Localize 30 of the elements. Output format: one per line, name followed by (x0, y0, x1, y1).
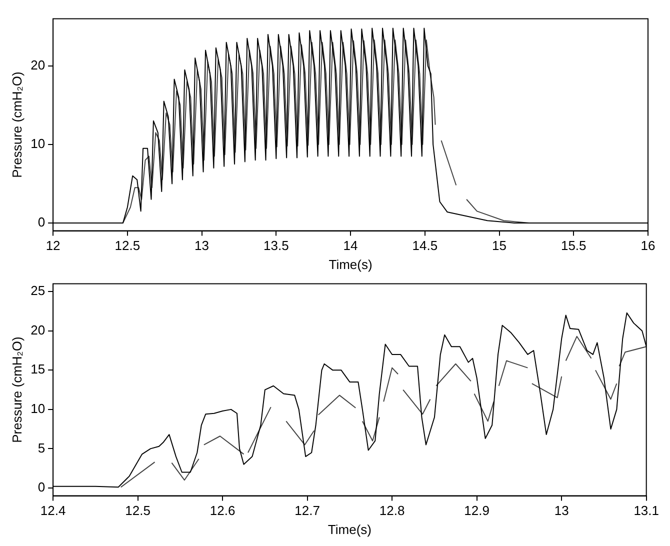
x-tick-label: 15 (492, 238, 506, 254)
x-tick-label: 12.7 (294, 503, 320, 518)
x-tick-label: 15.5 (560, 238, 586, 254)
y-tick-label: 15 (30, 362, 46, 377)
x-tick-label: 13 (194, 238, 210, 254)
x-tick-label: 14 (343, 238, 358, 254)
x-axis-title: Time(s) (328, 256, 372, 272)
y-axis-title: Pressure (cmH₂O) (9, 72, 24, 178)
x-tick-label: 12.9 (464, 503, 490, 518)
y-tick-label: 20 (30, 322, 46, 338)
x-axis-title: Time(s) (328, 522, 372, 537)
x-tick-label: 12.8 (379, 503, 405, 518)
x-tick-label: 13 (554, 503, 569, 518)
x-tick-label: 12.4 (40, 503, 66, 518)
y-tick-label: 25 (30, 283, 46, 298)
y-tick-label: 5 (38, 440, 46, 456)
x-tick-label: 12.5 (125, 503, 150, 518)
x-tick-label: 12 (46, 238, 60, 254)
y-tick-label: 0 (38, 214, 46, 230)
x-tick-label: 12.6 (210, 503, 236, 518)
x-tick-label: 16 (640, 238, 656, 254)
y-tick-label: 0 (38, 480, 46, 495)
x-tick-label: 13.1 (634, 503, 660, 518)
y-tick-label: 10 (30, 401, 46, 416)
y-axis-title: Pressure (cmH₂O) (9, 336, 24, 443)
x-tick-label: 12.5 (114, 238, 140, 254)
y-tick-label: 10 (30, 136, 46, 152)
y-tick-label: 20 (30, 57, 46, 72)
x-tick-label: 13.5 (264, 238, 289, 254)
x-tick-label: 14.5 (412, 238, 438, 254)
